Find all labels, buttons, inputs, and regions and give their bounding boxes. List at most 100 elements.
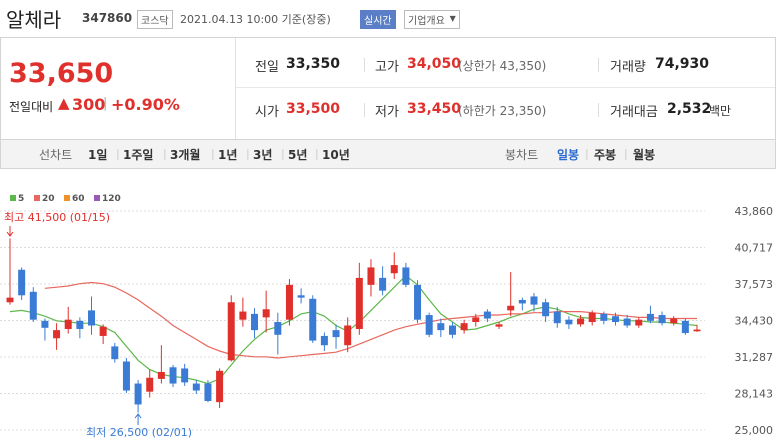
candle-body xyxy=(181,368,189,383)
company-info-button[interactable]: 기업개요 ▼ xyxy=(404,10,460,29)
candle-body xyxy=(332,330,340,338)
annotation: 최저 26,500 (02/01) xyxy=(86,426,192,439)
candle-body xyxy=(239,311,247,320)
candle-body xyxy=(553,311,561,324)
legend-label: 20 xyxy=(42,194,55,204)
candle-body xyxy=(483,311,491,319)
candle-body xyxy=(390,265,398,274)
candle-body xyxy=(6,297,14,303)
candle-body xyxy=(670,318,678,324)
candle-body xyxy=(18,269,26,296)
divider xyxy=(598,103,599,117)
candle-body xyxy=(76,320,84,329)
candle-body xyxy=(437,323,445,331)
period-tab[interactable]: 5년 xyxy=(288,148,308,162)
candle-body xyxy=(88,310,96,326)
candle-body xyxy=(367,267,375,285)
candle-period-tab[interactable]: 월봉 xyxy=(633,148,656,162)
candle-body xyxy=(285,284,293,320)
y-tick-label: 25,000 xyxy=(735,424,774,437)
period-tab[interactable]: 3개월 xyxy=(170,148,201,162)
timestamp: 2021.04.13 10:00 기준(장중) xyxy=(180,13,331,26)
candle-body xyxy=(448,325,456,335)
separator: | xyxy=(163,147,167,160)
candle-body xyxy=(600,313,608,321)
field-value: 74,930 xyxy=(655,56,710,72)
candle-body xyxy=(122,361,130,391)
separator: | xyxy=(116,147,120,160)
candle-period-tab[interactable]: 일봉 xyxy=(557,148,580,162)
y-tick-label: 34,430 xyxy=(735,315,774,328)
candle-body xyxy=(134,383,142,405)
period-tab[interactable]: 1주일 xyxy=(123,148,154,162)
candle-body xyxy=(577,318,585,325)
change-percent: +0.90% xyxy=(111,95,180,114)
stock-name: 알체라 xyxy=(6,8,62,32)
y-tick-label: 37,573 xyxy=(735,278,774,291)
candle-body xyxy=(414,284,422,320)
candle-body xyxy=(274,322,282,335)
candle-body xyxy=(542,302,550,317)
legend-label: 60 xyxy=(72,194,85,204)
separator: | xyxy=(281,147,285,160)
y-tick-label: 31,287 xyxy=(735,351,774,364)
candle-body xyxy=(344,325,352,346)
candle-body xyxy=(216,370,224,403)
candle-body xyxy=(262,309,270,318)
candle-body xyxy=(64,319,72,329)
field-note: (상한가 43,350) xyxy=(458,59,547,73)
candle-body xyxy=(53,330,61,339)
period-tab[interactable]: 10년 xyxy=(322,148,350,162)
candle-period-tab[interactable]: 주봉 xyxy=(594,148,617,162)
candle-body xyxy=(530,296,538,305)
y-tick-label: 43,860 xyxy=(735,205,774,218)
ma-line xyxy=(9,274,698,385)
separator: | xyxy=(246,147,250,160)
candle-body xyxy=(309,298,317,341)
separator: | xyxy=(315,147,319,160)
divider xyxy=(598,58,599,72)
legend-label: 5 xyxy=(18,194,24,204)
field-value: 34,050 xyxy=(407,56,462,72)
candle-body xyxy=(29,291,37,320)
market-badge: 코스닥 xyxy=(137,10,173,29)
field-unit: 백만 xyxy=(709,104,732,118)
field-label: 전일 xyxy=(255,60,279,75)
separator: | xyxy=(211,147,215,160)
field-label: 거래대금 xyxy=(610,105,658,120)
annotation-arrow xyxy=(134,413,142,425)
candle-body xyxy=(693,329,701,332)
legend-swatch xyxy=(64,195,70,201)
y-tick-label: 40,717 xyxy=(735,241,774,254)
candle-body xyxy=(192,383,200,391)
period-tab[interactable]: 3년 xyxy=(253,148,273,162)
candle-body xyxy=(646,313,654,321)
period-tab[interactable]: 1년 xyxy=(218,148,238,162)
annotation-arrow xyxy=(6,226,14,237)
field-value: 33,500 xyxy=(286,101,341,117)
candle-body xyxy=(507,305,515,311)
divider xyxy=(236,87,775,88)
candle-body xyxy=(169,367,177,384)
candle-body xyxy=(623,318,631,326)
separator: | xyxy=(624,147,628,160)
separator: | xyxy=(585,147,589,160)
change-value: 300 xyxy=(72,95,106,114)
candle-body xyxy=(635,319,643,326)
legend-swatch xyxy=(10,195,16,201)
field-note: (하한가 23,350) xyxy=(458,104,547,118)
candle-body xyxy=(565,319,573,325)
candle-body xyxy=(204,383,212,401)
change-label: 전일대비 xyxy=(9,100,54,114)
candle-body xyxy=(495,324,503,327)
field-value: 33,350 xyxy=(286,56,341,72)
candle-body xyxy=(402,267,410,285)
realtime-badge[interactable]: 실시간 xyxy=(360,10,396,29)
candle-body xyxy=(41,320,49,328)
candle-body xyxy=(518,299,526,304)
company-info-label: 기업개요 xyxy=(408,16,445,27)
candle-body xyxy=(297,295,305,298)
period-tab[interactable]: 1일 xyxy=(88,148,108,162)
